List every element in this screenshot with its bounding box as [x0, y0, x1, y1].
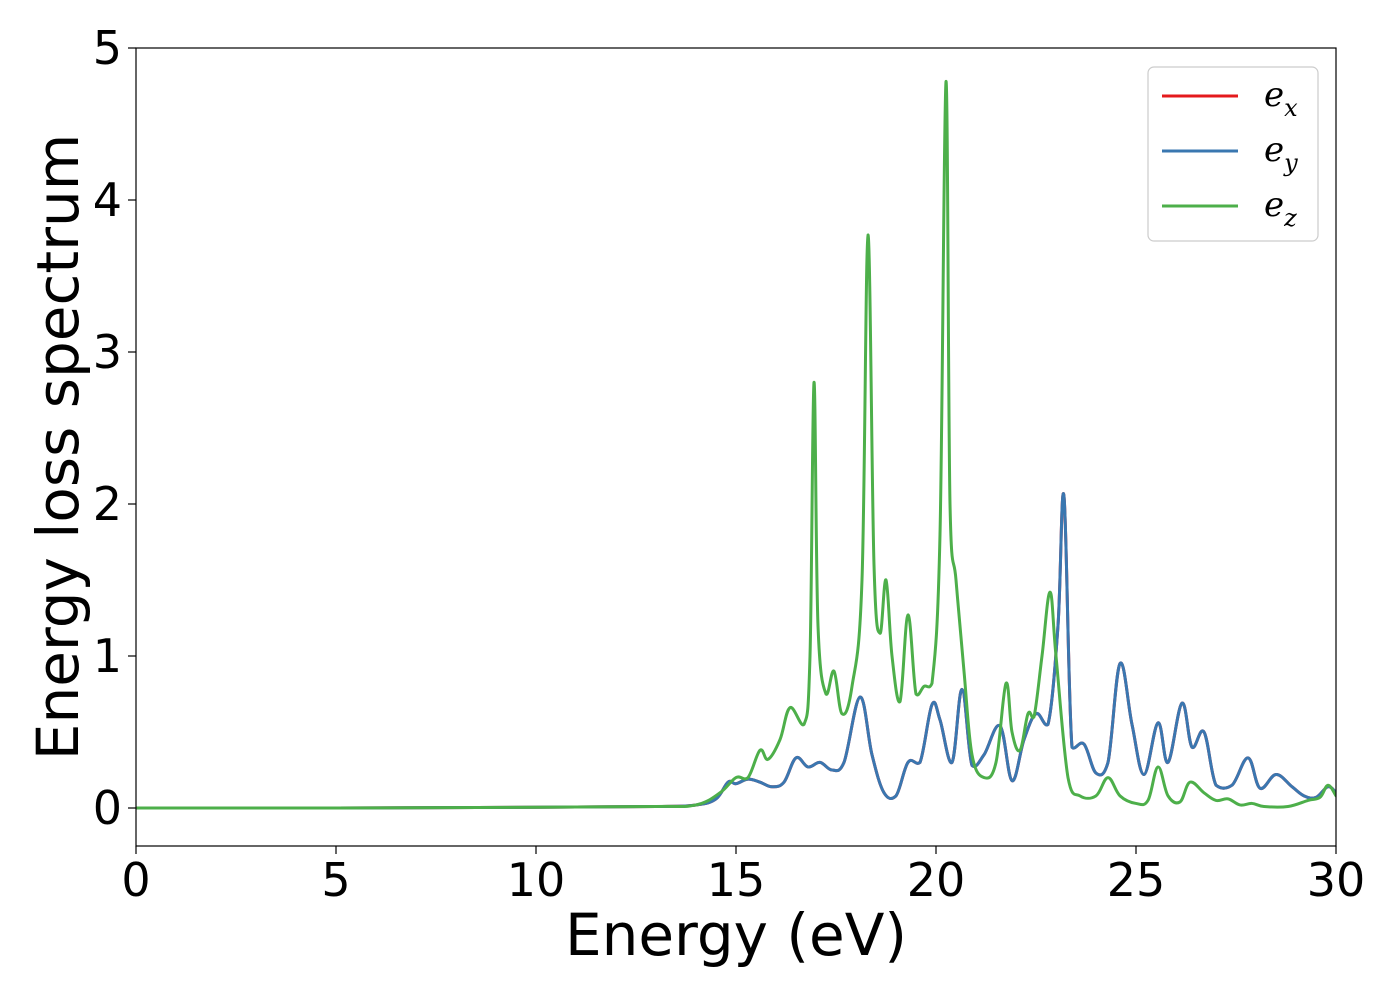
- series-line-e-z: [136, 79, 1336, 810]
- y-tick-label: 4: [93, 173, 122, 227]
- x-tick-label: 10: [507, 853, 566, 907]
- x-tick-label: 20: [907, 853, 966, 907]
- y-axis-ticks: 0 1 2 3 4 5: [93, 21, 136, 835]
- x-tick-label: 0: [121, 853, 150, 907]
- y-tick-label: 1: [93, 629, 122, 683]
- legend-box: [1147, 66, 1319, 242]
- series-line-e-x: [136, 492, 1336, 810]
- x-tick-label: 5: [321, 853, 350, 907]
- x-axis-ticks: 0 5 10 15 20 25 30: [121, 846, 1365, 907]
- x-axis-title: Energy (eV): [565, 901, 907, 969]
- y-tick-label: 0: [93, 781, 122, 835]
- y-tick-label: 5: [93, 21, 122, 75]
- legend-label: ez: [1264, 185, 1297, 232]
- x-tick-label: 15: [707, 853, 766, 907]
- x-tick-label: 25: [1107, 853, 1166, 907]
- y-tick-label: 3: [93, 325, 122, 379]
- series-layer: [136, 79, 1336, 810]
- y-axis-title: Energy loss spectrum: [24, 134, 92, 760]
- series-line-e-y: [136, 492, 1336, 810]
- legend-label: ex: [1264, 75, 1298, 122]
- legend-label: ey: [1264, 130, 1298, 177]
- y-tick-label: 2: [93, 477, 122, 531]
- legend: ex ey ez: [1147, 66, 1319, 242]
- x-tick-label: 30: [1307, 853, 1366, 907]
